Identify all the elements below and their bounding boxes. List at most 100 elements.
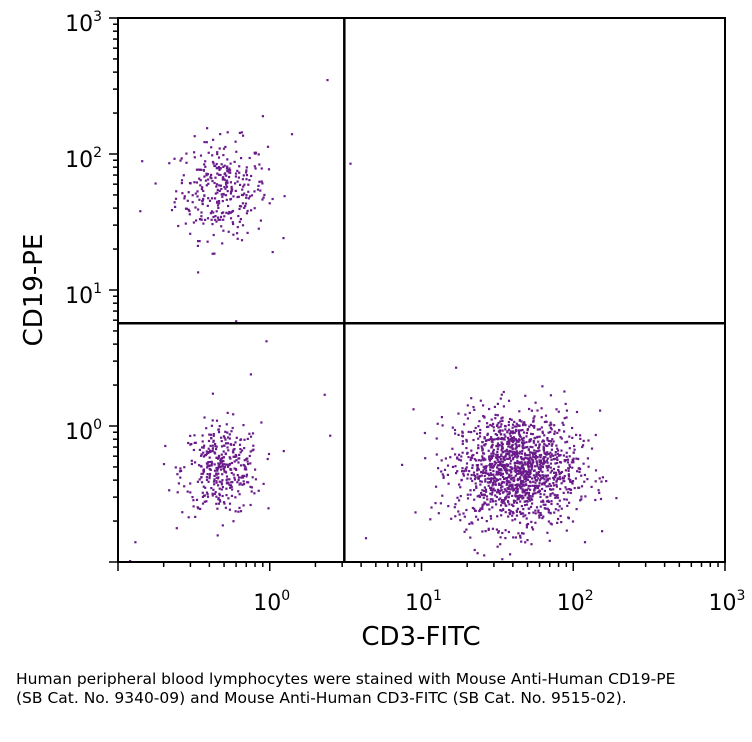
data-point xyxy=(534,486,537,489)
data-point xyxy=(535,461,538,464)
data-point xyxy=(475,485,478,488)
data-point xyxy=(251,476,254,479)
data-point xyxy=(535,473,538,476)
data-point xyxy=(541,499,545,502)
data-point xyxy=(484,530,487,533)
data-point xyxy=(241,474,244,477)
data-point xyxy=(213,478,216,481)
data-point xyxy=(249,485,252,488)
data-point xyxy=(242,424,245,427)
data-point xyxy=(462,512,465,515)
data-point xyxy=(601,530,604,533)
data-point xyxy=(515,422,518,425)
data-point xyxy=(221,486,224,489)
data-point xyxy=(435,453,438,456)
data-point xyxy=(436,422,439,425)
data-point xyxy=(558,472,561,475)
data-point xyxy=(475,486,478,489)
data-point xyxy=(480,471,483,474)
data-point xyxy=(502,390,505,394)
data-point xyxy=(521,494,524,497)
data-point xyxy=(176,491,179,494)
data-point xyxy=(211,160,215,164)
data-point xyxy=(509,488,512,491)
data-point xyxy=(520,465,524,468)
data-point xyxy=(213,181,216,185)
data-point xyxy=(217,462,220,465)
data-point xyxy=(487,425,490,428)
data-point xyxy=(556,452,559,455)
data-point xyxy=(232,473,235,476)
data-point xyxy=(540,426,543,429)
data-point xyxy=(495,453,498,456)
data-point xyxy=(480,492,483,495)
data-point xyxy=(573,448,576,451)
data-point xyxy=(490,477,493,480)
data-point xyxy=(219,468,223,471)
data-point xyxy=(522,422,525,425)
data-point xyxy=(498,492,501,495)
data-point xyxy=(180,182,183,185)
data-point xyxy=(562,454,565,457)
data-point xyxy=(454,503,457,506)
data-point xyxy=(168,489,171,492)
data-point xyxy=(201,502,205,505)
data-point xyxy=(538,446,541,449)
data-point xyxy=(509,462,512,465)
data-point xyxy=(465,438,468,441)
data-point xyxy=(587,465,590,468)
data-point xyxy=(221,473,224,476)
data-point xyxy=(532,424,535,428)
data-point xyxy=(599,409,602,412)
data-point xyxy=(479,480,482,483)
data-point xyxy=(506,430,509,433)
data-point xyxy=(489,486,492,489)
data-point xyxy=(225,183,228,186)
data-point xyxy=(258,163,261,166)
data-point xyxy=(218,202,221,205)
data-point xyxy=(134,541,137,544)
data-point xyxy=(472,471,476,474)
data-point xyxy=(202,197,205,200)
data-point xyxy=(211,494,214,497)
data-point xyxy=(196,244,199,247)
data-point xyxy=(516,439,519,442)
data-point xyxy=(198,198,201,201)
data-point xyxy=(199,507,202,510)
data-point xyxy=(479,507,482,510)
data-point xyxy=(532,455,535,458)
data-point xyxy=(241,449,244,452)
data-point xyxy=(217,200,221,203)
data-point xyxy=(525,477,528,481)
data-point xyxy=(567,467,570,470)
data-point xyxy=(572,459,575,462)
data-point xyxy=(201,202,204,205)
data-point xyxy=(564,486,567,489)
data-point xyxy=(511,454,514,457)
data-point xyxy=(475,459,478,462)
data-point xyxy=(234,172,238,175)
data-point xyxy=(222,147,226,150)
data-point xyxy=(527,491,531,495)
data-point xyxy=(483,554,486,557)
data-point xyxy=(549,493,552,496)
data-point xyxy=(248,432,251,435)
data-point xyxy=(538,479,542,482)
data-point xyxy=(202,222,205,225)
data-point xyxy=(196,195,199,198)
data-point xyxy=(206,217,210,220)
data-point xyxy=(557,465,560,468)
data-point xyxy=(535,450,538,453)
data-point xyxy=(490,480,493,483)
data-point xyxy=(481,507,484,510)
data-point xyxy=(514,487,517,490)
data-point xyxy=(191,496,194,499)
data-point xyxy=(237,176,240,179)
data-point xyxy=(549,451,552,454)
data-point xyxy=(567,469,570,472)
data-point xyxy=(559,471,562,475)
data-point xyxy=(220,163,223,166)
data-point xyxy=(441,473,444,476)
data-point xyxy=(227,171,230,174)
data-point xyxy=(200,472,203,475)
